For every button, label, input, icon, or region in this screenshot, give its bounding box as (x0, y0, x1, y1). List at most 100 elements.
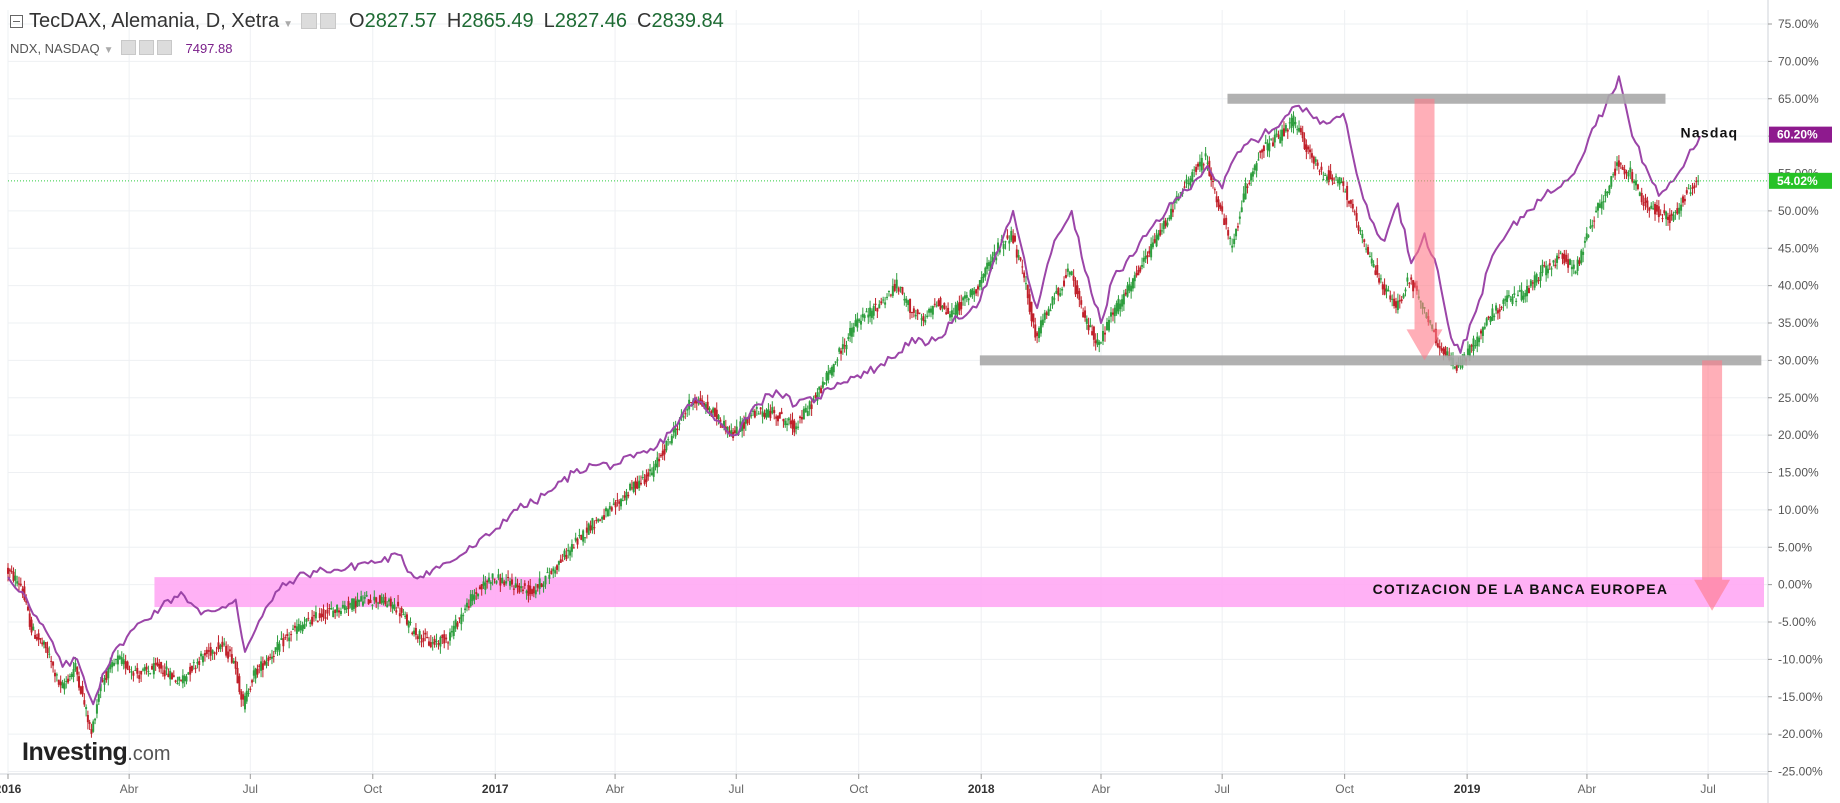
candle (1391, 294, 1394, 307)
candle (1652, 201, 1655, 211)
candle (621, 495, 624, 502)
candle-body (1442, 348, 1445, 355)
candle-body (1621, 166, 1624, 170)
candle-body (858, 319, 861, 322)
candle-body (929, 308, 932, 313)
candle (132, 670, 135, 682)
settings-icon[interactable] (320, 13, 337, 29)
candle-body (149, 673, 152, 675)
candle-body (1351, 203, 1354, 209)
candle-body (1159, 229, 1162, 236)
candle (1554, 258, 1557, 269)
candle-body (126, 661, 129, 670)
candle (784, 417, 787, 428)
x-tick-label: Oct (849, 782, 868, 796)
settings-icon[interactable] (139, 40, 155, 55)
candle-body (997, 242, 1000, 252)
candle (1515, 298, 1518, 307)
candle (1264, 134, 1267, 144)
x-axis: 2016AbrJulOct2017AbrJulOct2018AbrJulOct2… (0, 773, 1768, 796)
candle-body (1478, 337, 1481, 343)
candle (28, 608, 31, 630)
candle-body (318, 613, 321, 619)
candle (245, 683, 248, 704)
candle (1187, 176, 1190, 191)
candle-body (960, 302, 963, 310)
candle (107, 664, 110, 686)
candle-body (672, 427, 675, 433)
visibility-icon[interactable] (301, 13, 318, 29)
candle (804, 403, 807, 414)
candle (845, 340, 848, 356)
candle-body (1282, 128, 1285, 137)
collapse-icon[interactable] (10, 15, 23, 28)
candle (1346, 181, 1349, 208)
candle (17, 576, 20, 591)
candle-body (1117, 298, 1120, 312)
candle-body (606, 509, 609, 517)
close-icon[interactable] (157, 40, 173, 55)
chevron-down-icon[interactable]: ▼ (283, 19, 294, 30)
resistance-line (1227, 93, 1666, 104)
candle (802, 406, 805, 420)
candle (387, 597, 390, 606)
candle (1034, 317, 1037, 341)
candle (1604, 188, 1607, 203)
symbol-label[interactable]: TecDAX, Alemania, D, Xetra (29, 10, 280, 32)
compare-label[interactable]: NDX, NASDAQ (10, 41, 100, 56)
candle-body (249, 688, 252, 690)
candle (585, 520, 588, 539)
candle (872, 303, 875, 320)
candle-body (53, 672, 56, 677)
candle-body (629, 483, 632, 491)
candle-body (1349, 200, 1352, 204)
candle (465, 598, 468, 612)
candle (53, 669, 56, 683)
candle (79, 685, 82, 695)
candle (487, 572, 490, 584)
candle-body (330, 608, 333, 610)
candle-body (1301, 131, 1304, 139)
candle-body (242, 694, 245, 700)
candle (567, 543, 570, 559)
candle-body (775, 416, 778, 419)
candle (196, 658, 199, 669)
candle-body (1141, 265, 1144, 267)
candle (1440, 342, 1443, 353)
candle (978, 280, 981, 291)
candle (258, 663, 261, 674)
candle-body (1261, 149, 1264, 153)
candle (1502, 298, 1505, 312)
chevron-down-icon[interactable]: ▼ (103, 45, 114, 56)
candle (733, 425, 736, 434)
candle-body (852, 326, 855, 333)
candle-body (132, 672, 135, 676)
candle-body (601, 516, 604, 520)
candle-body (1596, 203, 1599, 211)
candle (138, 670, 141, 684)
candle (433, 635, 436, 648)
candle (907, 299, 910, 312)
candle (37, 629, 40, 647)
visibility-icon[interactable] (121, 40, 137, 55)
candle (316, 620, 319, 623)
candle-body (358, 599, 361, 603)
candle-body (228, 649, 231, 652)
candle (352, 598, 355, 612)
candle (882, 296, 885, 304)
candle (1685, 186, 1688, 195)
candle-body (203, 653, 206, 656)
candle (1329, 164, 1332, 180)
candle-body (1128, 284, 1131, 291)
candle-body (552, 568, 555, 572)
candle-body (411, 632, 414, 635)
candle (1070, 270, 1073, 276)
candle (254, 667, 257, 684)
candle (371, 604, 374, 610)
candle-body (659, 455, 662, 457)
candle-body (676, 428, 679, 431)
candle-body (240, 691, 243, 700)
candle (251, 678, 254, 687)
candle-body (1325, 176, 1328, 181)
